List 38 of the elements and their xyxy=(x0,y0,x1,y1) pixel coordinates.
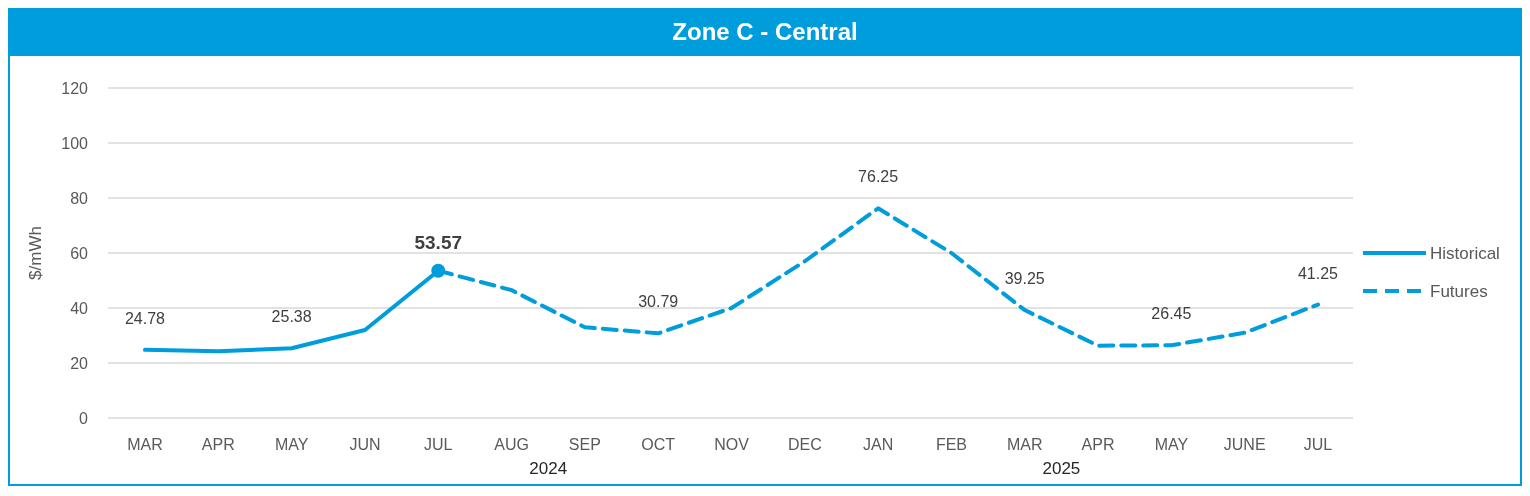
y-tick-label: 0 xyxy=(79,410,89,427)
x-tick-label: APR xyxy=(201,436,235,453)
x-tick-label: MAR xyxy=(127,436,163,453)
chart-title: Zone C - Central xyxy=(672,18,858,45)
data-label: 26.45 xyxy=(1151,305,1192,323)
x-tick-label: JAN xyxy=(863,436,894,453)
x-tick-label: SEP xyxy=(568,436,601,453)
x-tick-label: AUG xyxy=(494,436,529,453)
y-tick-label: 80 xyxy=(70,190,89,207)
data-label: 53.57 xyxy=(414,231,463,253)
data-label: 76.25 xyxy=(858,168,899,186)
y-tick-label: 60 xyxy=(70,245,89,262)
x-tick-label: FEB xyxy=(935,436,967,453)
x-tick-label: MAR xyxy=(1006,436,1043,453)
x-tick-label: JUL xyxy=(424,436,453,453)
y-tick-label: 40 xyxy=(70,300,89,317)
y-tick-label: 100 xyxy=(61,135,89,152)
legend-label: Historical xyxy=(1430,244,1500,263)
data-label: 24.78 xyxy=(124,309,166,327)
data-label: 30.79 xyxy=(638,293,679,311)
x-tick-label: JUNE xyxy=(1223,436,1266,453)
x-tick-label: JUL xyxy=(1303,436,1333,453)
x-tick-label: MAY xyxy=(1154,436,1189,453)
x-tick-label: NOV xyxy=(714,436,750,453)
legend-label: Futures xyxy=(1430,282,1488,301)
x-tick-label: OCT xyxy=(641,436,676,453)
x-tick-label: DEC xyxy=(787,436,822,453)
x-tick-label: JUN xyxy=(349,436,381,453)
y-tick-label: 20 xyxy=(70,355,89,372)
x-tick-label: MAY xyxy=(274,436,309,453)
y-axis-title: $/mWh xyxy=(26,226,45,280)
text: 2025 xyxy=(1042,459,1081,478)
y-tick-label: 120 xyxy=(61,80,89,97)
data-label: 25.38 xyxy=(271,308,312,326)
data-label: 41.25 xyxy=(1297,264,1339,282)
data-label: 39.25 xyxy=(1004,270,1045,288)
text: 2024 xyxy=(529,459,568,478)
x-tick-label: APR xyxy=(1081,436,1115,453)
